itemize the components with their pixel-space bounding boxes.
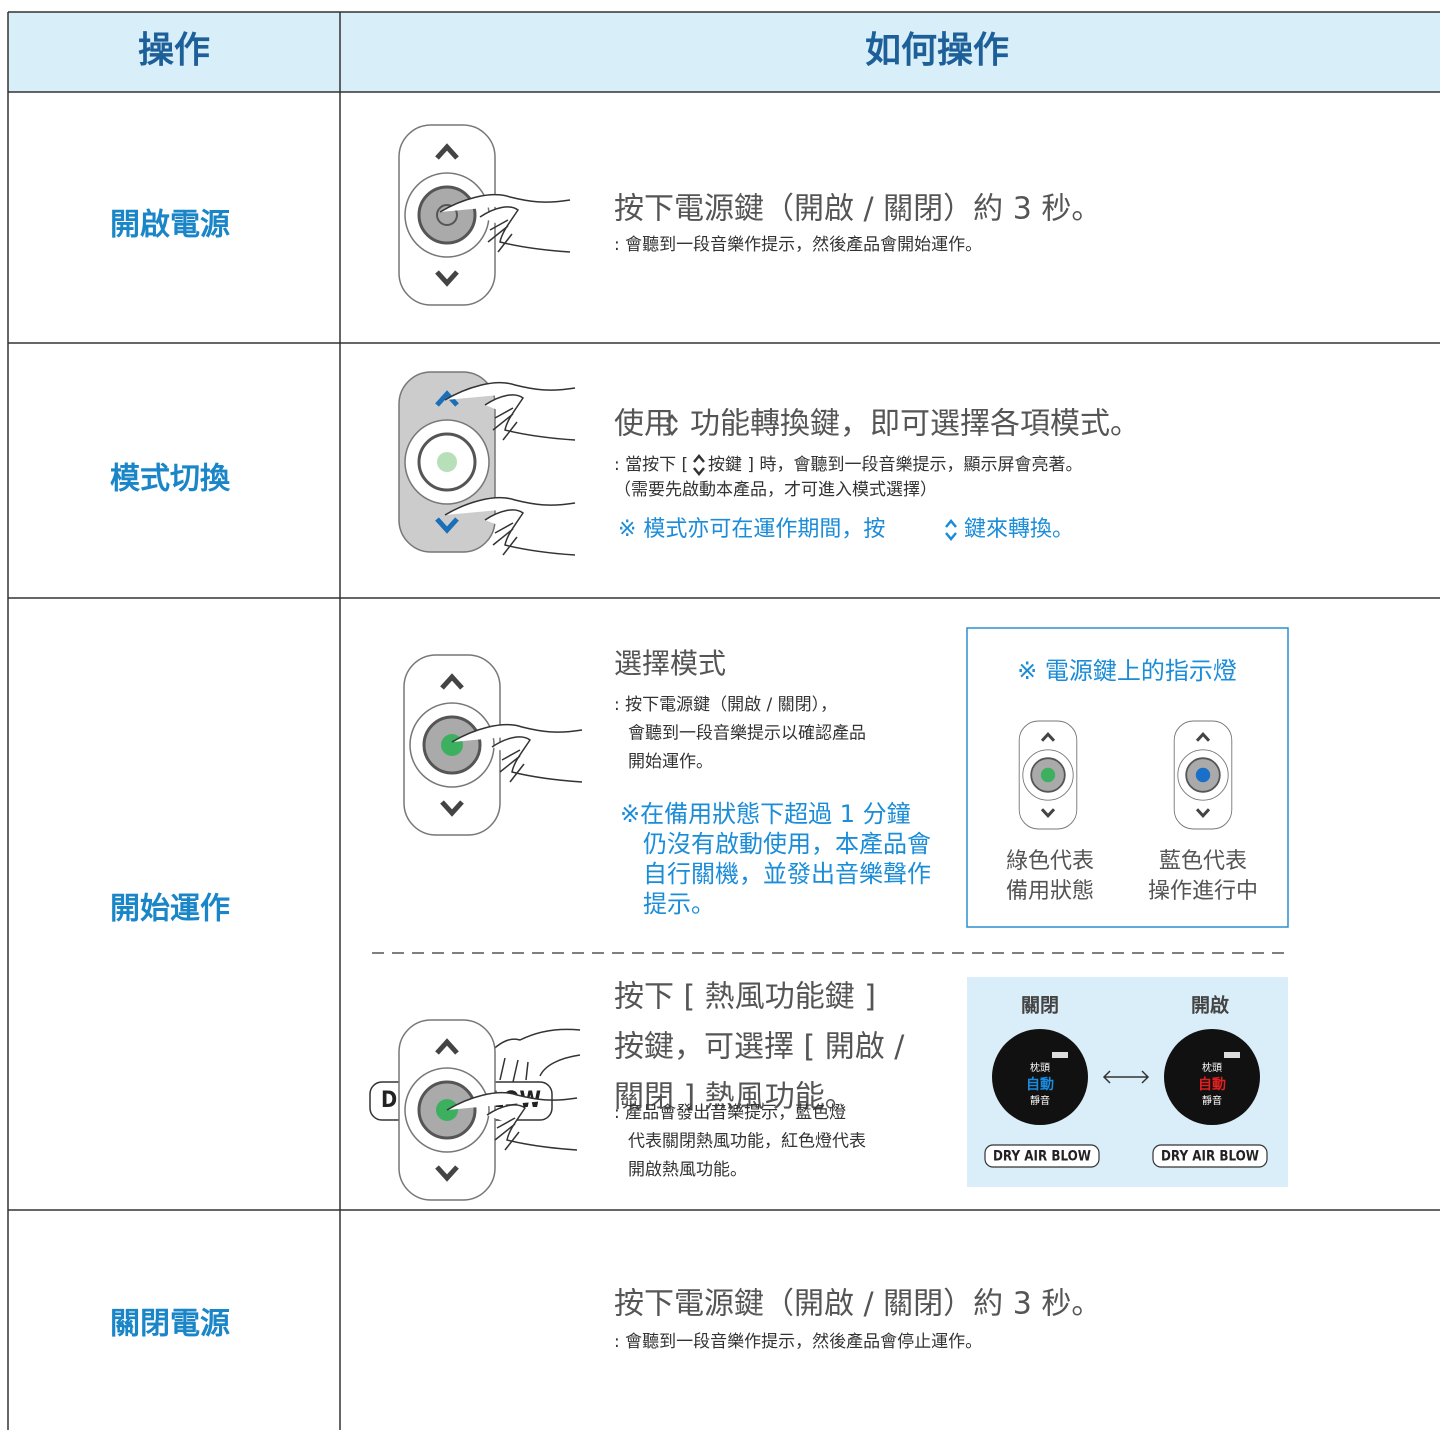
dry-button (1152, 1144, 1268, 1168)
instruction-note: 開始運作。 (628, 752, 713, 772)
hand (444, 496, 576, 556)
hand (444, 381, 576, 441)
row-label: 開始運作 (110, 892, 230, 927)
hand (439, 193, 571, 253)
display-mode: 自動 (1198, 1076, 1226, 1093)
instruction-main: 按下電源鍵（開啟 / 關閉）約 3 秒。 (614, 192, 1101, 227)
header-bg (8, 12, 1440, 92)
display-text: 靜音 (1030, 1094, 1050, 1107)
dry-button-label: DRY AIR BLOW (1161, 1149, 1259, 1165)
instruction-main: 功能轉換鍵，即可選擇各項模式。 (690, 407, 1140, 442)
instruction-note: : 會聽到一段音樂作提示，然後產品會停止運作。 (614, 1332, 982, 1352)
arrow-down (1040, 808, 1056, 819)
arrow-down (1195, 808, 1211, 819)
row-label: 模式切換 (110, 462, 231, 497)
instruction-note: 按鍵 ] 時，會聽到一段音樂提示，顯示屏會亮著。 (708, 455, 1082, 475)
indicator-label: 備用狀態 (1006, 879, 1094, 904)
instruction-note: 代表關閉熱風功能，紅色燈代表 (628, 1132, 866, 1152)
arrow-down (440, 800, 464, 817)
row-label: 開啟電源 (110, 208, 230, 243)
arrow-up (435, 390, 459, 407)
dry-button (984, 1144, 1100, 1168)
controller (1018, 720, 1078, 830)
instruction-note: : 產品會發出音樂提示，藍色燈 (614, 1103, 846, 1123)
hand (451, 723, 583, 783)
indicator-title: ※ 電源鍵上的指示燈 (1017, 657, 1237, 685)
arrow-down (435, 270, 459, 287)
updown-icon (945, 519, 957, 541)
battery-icon (1224, 1052, 1240, 1058)
hand (446, 1091, 578, 1151)
arrow-up (1195, 731, 1211, 742)
indicator-label: 操作進行中 (1148, 879, 1258, 904)
arrow-down (435, 1165, 459, 1182)
warning-text: 自行關機，並發出音樂聲作 (643, 860, 931, 888)
controller-button (417, 185, 477, 245)
warning-text: ※在備用狀態下超過 1 分鐘 (620, 800, 911, 828)
header-cell: 如何操作 (865, 30, 1009, 71)
instruction-note: 開啟熱風功能。 (628, 1160, 747, 1180)
instruction-note: 會聽到一段音樂提示以確認產品 (628, 724, 866, 744)
panel-label: 開啟 (1191, 994, 1229, 1017)
arrow-down (435, 517, 459, 534)
indicator-box (966, 627, 1289, 928)
updown-icon (693, 454, 705, 476)
controller (1173, 720, 1233, 830)
instruction-main: 關閉 ] 熱風功能。 (614, 1080, 855, 1115)
arrow-up (435, 143, 459, 160)
indicator-dot (437, 452, 457, 472)
warning-text: 仍沒有啟動使用，本產品會 (643, 830, 931, 858)
indicator-dot (1040, 767, 1056, 783)
indicator-label: 綠色代表 (1006, 849, 1094, 874)
display-text: 枕頭 (1202, 1061, 1222, 1074)
instruction-main: 按下 [ 熱風功能鍵 ] (614, 980, 876, 1015)
toggle-arrow (1102, 1070, 1150, 1084)
indicator-dot (1195, 767, 1211, 783)
instruction-note: : 當按下 [ (614, 455, 688, 475)
button-ring (436, 204, 458, 226)
panel-label: 關閉 (1021, 995, 1059, 1017)
arrow-up (1040, 731, 1056, 742)
row-label: 關閉電源 (110, 1307, 230, 1342)
instruction-tip: 鍵來轉換。 (964, 517, 1074, 542)
display-text: 靜音 (1202, 1094, 1222, 1107)
battery-icon (1052, 1052, 1068, 1058)
indicator-label: 藍色代表 (1159, 849, 1247, 874)
instruction-main: 按鍵，可選擇 [ 開啟 / (614, 1030, 905, 1065)
hand (469, 1028, 581, 1083)
controller (403, 654, 501, 836)
arrow-up (435, 1038, 459, 1055)
instruction-note: : 按下電源鍵（開啟 / 關閉）， (614, 695, 837, 715)
warning-text: 提示。 (643, 890, 715, 918)
instruction-note: : 會聽到一段音樂作提示，然後產品會開始運作。 (614, 235, 982, 255)
updown-icon (666, 414, 678, 436)
display-mode: 自動 (1026, 1076, 1054, 1093)
display-text: 枕頭 (1030, 1061, 1050, 1074)
controller (398, 124, 496, 306)
header-cell: 操作 (138, 30, 210, 71)
section-title: 選擇模式 (614, 647, 726, 680)
instruction-main: 使用 (614, 407, 674, 442)
instruction-note: （需要先啟動本產品，才可進入模式選擇） (614, 480, 937, 500)
instruction-tip: ※ 模式亦可在運作期間，按 (618, 517, 885, 542)
dry-button-label: DRY AIR BLOW (993, 1149, 1091, 1165)
instruction-main: 按下電源鍵（開啟 / 關閉）約 3 秒。 (614, 1287, 1101, 1322)
table-lines (7, 11, 1440, 1430)
arrow-up (440, 673, 464, 690)
